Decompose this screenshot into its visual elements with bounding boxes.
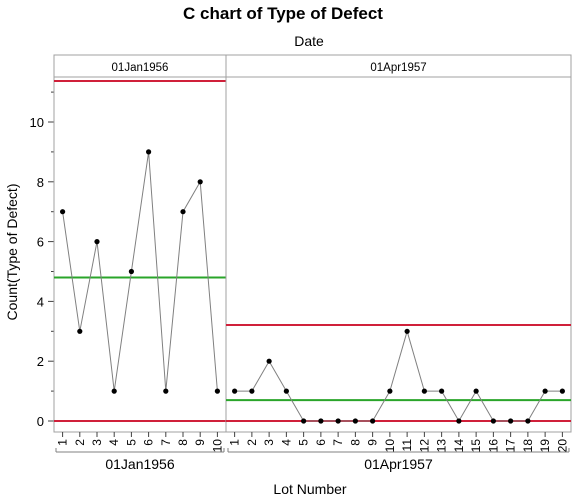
x-axis-label: Lot Number — [273, 481, 346, 497]
data-point — [180, 209, 186, 215]
data-point — [163, 388, 169, 394]
y-tick-label: 8 — [37, 175, 44, 190]
y-tick-label: 0 — [37, 414, 44, 429]
data-point — [318, 418, 324, 424]
x-tick-label: 17 — [504, 439, 518, 453]
x-tick-label: 10 — [210, 439, 224, 453]
chart-subtitle: Date — [294, 33, 324, 49]
data-point — [508, 418, 514, 424]
panel-frame — [53, 76, 227, 433]
data-point — [266, 358, 272, 364]
data-point — [249, 388, 255, 394]
x-tick-label: 16 — [486, 439, 500, 453]
data-point — [301, 418, 307, 424]
y-tick-label: 4 — [37, 294, 44, 309]
y-tick-label: 10 — [30, 115, 44, 130]
x-tick-label: 9 — [193, 439, 207, 446]
group-label: 01Apr1957 — [364, 456, 433, 472]
panel-header-label: 01Jan1956 — [112, 62, 169, 74]
data-point — [421, 388, 427, 394]
x-tick-label: 2 — [245, 439, 259, 446]
data-point — [387, 388, 393, 394]
panel-header-label: 01Apr1957 — [370, 62, 426, 74]
x-tick-label: 14 — [452, 439, 466, 453]
group-label: 01Jan1956 — [105, 456, 175, 472]
x-tick-label: 7 — [159, 439, 173, 446]
y-tick-label: 6 — [37, 235, 44, 250]
data-point — [404, 328, 410, 334]
x-tick-label: 7 — [331, 439, 345, 446]
x-tick-label: 13 — [435, 439, 449, 453]
x-tick-label: 4 — [279, 439, 293, 446]
x-tick-label: 3 — [262, 439, 276, 446]
x-tick-label: 1 — [56, 439, 70, 446]
series-line — [234, 329, 563, 423]
x-tick-label: 19 — [538, 439, 552, 453]
data-point — [370, 418, 376, 424]
x-tick-label: 1 — [228, 439, 242, 446]
x-tick-label: 6 — [142, 439, 156, 446]
data-point — [490, 418, 496, 424]
y-axis: 0 2 4 6 8 10 — [30, 77, 55, 432]
panel-frame — [225, 76, 572, 433]
x-tick-label: 9 — [366, 439, 380, 446]
data-point — [60, 209, 66, 215]
y-axis-label: Count(Type of Defect) — [4, 184, 20, 321]
x-tick-label: 5 — [124, 439, 138, 446]
panel-1: 01Jan1956 1 2 3 4 5 6 7 8 9 10 01Jan1956 — [53, 54, 227, 472]
data-point — [146, 149, 152, 155]
data-point — [352, 418, 358, 424]
x-tick-label: 8 — [176, 439, 190, 446]
data-point — [473, 388, 479, 394]
data-point — [94, 239, 100, 245]
data-point — [542, 388, 548, 394]
data-point — [128, 268, 134, 275]
x-tick-label: 10 — [383, 439, 397, 453]
x-tick-label: 4 — [107, 439, 121, 446]
data-point — [232, 388, 238, 394]
x-tick-label: 20 — [555, 439, 569, 453]
data-point — [439, 388, 445, 394]
x-tick-label: 5 — [297, 439, 311, 446]
chart-title: C chart of Type of Defect — [183, 4, 383, 23]
x-tick-label: 11 — [400, 439, 414, 452]
x-tick-label: 18 — [521, 439, 535, 453]
data-point — [283, 388, 289, 394]
data-point — [525, 418, 531, 424]
x-tick-label: 3 — [90, 439, 104, 446]
x-tick-label: 8 — [348, 439, 362, 446]
data-point — [456, 418, 462, 424]
data-point — [77, 328, 83, 334]
data-point — [214, 388, 220, 394]
data-point — [559, 388, 565, 394]
series-line — [62, 151, 218, 392]
data-point — [335, 418, 341, 424]
y-tick-label: 2 — [37, 354, 44, 369]
x-tick-label: 2 — [73, 439, 87, 446]
x-tick-label: 6 — [314, 439, 328, 446]
x-tick-label: 12 — [417, 439, 431, 453]
x-tick-label: 15 — [469, 439, 483, 453]
data-point — [111, 388, 117, 394]
data-point — [197, 179, 203, 185]
